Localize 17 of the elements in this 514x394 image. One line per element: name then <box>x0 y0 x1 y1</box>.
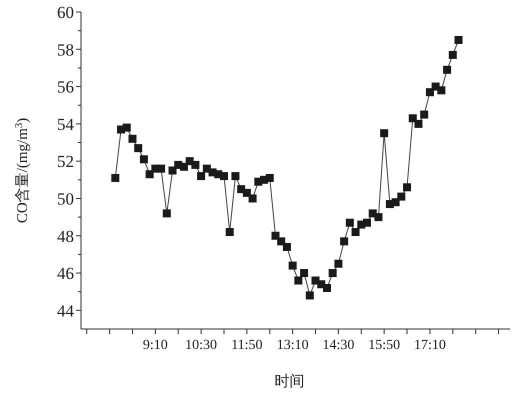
y-tick-label: 54 <box>57 114 74 134</box>
x-tick-label: 9:10 <box>142 338 168 353</box>
x-tick-label: 17:10 <box>414 338 446 353</box>
x-axis-title: 时间 <box>274 373 304 390</box>
x-tick-label: 13:10 <box>276 338 309 353</box>
x-tick-label: 10:30 <box>185 338 218 353</box>
y-tick-label: 44 <box>57 301 74 320</box>
x-tick-label: 11:50 <box>231 338 263 353</box>
y-tick-label: 50 <box>57 189 74 208</box>
y-tick-label: 46 <box>57 264 74 284</box>
y-tick-label: 58 <box>57 40 74 60</box>
x-tick-label: 15:50 <box>368 338 400 353</box>
x-tick-label: 14:30 <box>322 338 354 353</box>
y-tick-label: 56 <box>57 78 74 97</box>
y-tick-label: 48 <box>57 226 74 246</box>
y-tick-label: 52 <box>57 152 74 172</box>
y-tick-label: 60 <box>57 3 74 22</box>
